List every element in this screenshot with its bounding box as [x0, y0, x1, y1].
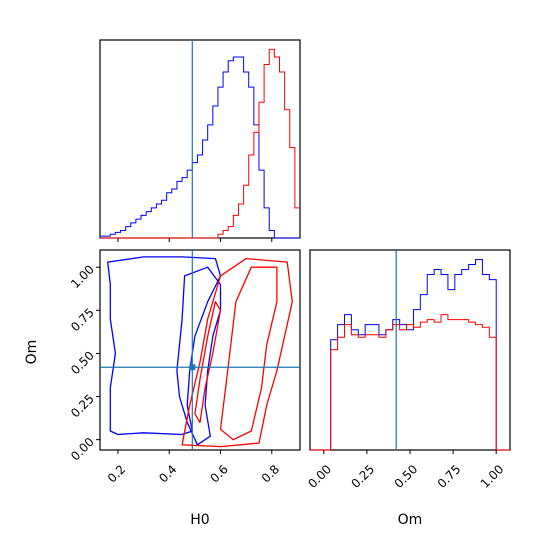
om-y-tick-label-0: 0.00	[68, 435, 97, 464]
h0-series-1-histogram	[100, 48, 300, 239]
h0-series-0-histogram	[99, 56, 300, 239]
h0-histogram-frame	[99, 39, 301, 239]
contour-line-2	[181, 257, 293, 448]
om-hist-x-tick-label-3: 0.75	[435, 462, 464, 491]
h0-histogram-panel	[99, 40, 300, 239]
y-axis-label-om: Om	[24, 340, 40, 365]
om-hist-x-tick-label-0: 0.00	[305, 462, 334, 491]
x-axis-label-om: Om	[398, 512, 423, 528]
contour-line-1	[176, 266, 222, 446]
h0-x-tick-label-1: 0.4	[156, 462, 179, 485]
om-y-tick-label-3: 0.75	[68, 305, 97, 334]
axes: 0.2 0.4 0.6 0.8 0.00 0.25 0.50 0.75 1.00 0.00 0.25…	[68, 238, 507, 491]
contour-line-3	[219, 266, 278, 441]
x-axis-label-h0: H0	[190, 512, 209, 528]
contour-panel	[100, 250, 300, 450]
om-series-1-histogram	[310, 314, 510, 451]
om-histogram-panel	[310, 250, 510, 451]
om-histogram-frame	[309, 249, 511, 451]
h0-x-tick-label-3: 0.8	[259, 462, 282, 485]
om-series-0-histogram	[310, 259, 510, 451]
om-hist-x-tick-label-4: 1.00	[478, 462, 507, 491]
om-y-tick-label-4: 1.00	[68, 262, 97, 291]
h0-x-tick-label-0: 0.2	[105, 462, 128, 485]
om-y-tick-label-1: 0.25	[68, 392, 97, 421]
h0-x-tick-label-2: 0.6	[207, 462, 230, 485]
contour-frame	[99, 249, 301, 451]
truth-marker	[189, 364, 196, 371]
contour-line-4	[194, 301, 222, 424]
om-hist-x-tick-label-2: 0.50	[392, 462, 421, 491]
om-hist-x-tick-label-1: 0.25	[348, 462, 377, 491]
om-y-tick-label-2: 0.50	[68, 348, 97, 377]
